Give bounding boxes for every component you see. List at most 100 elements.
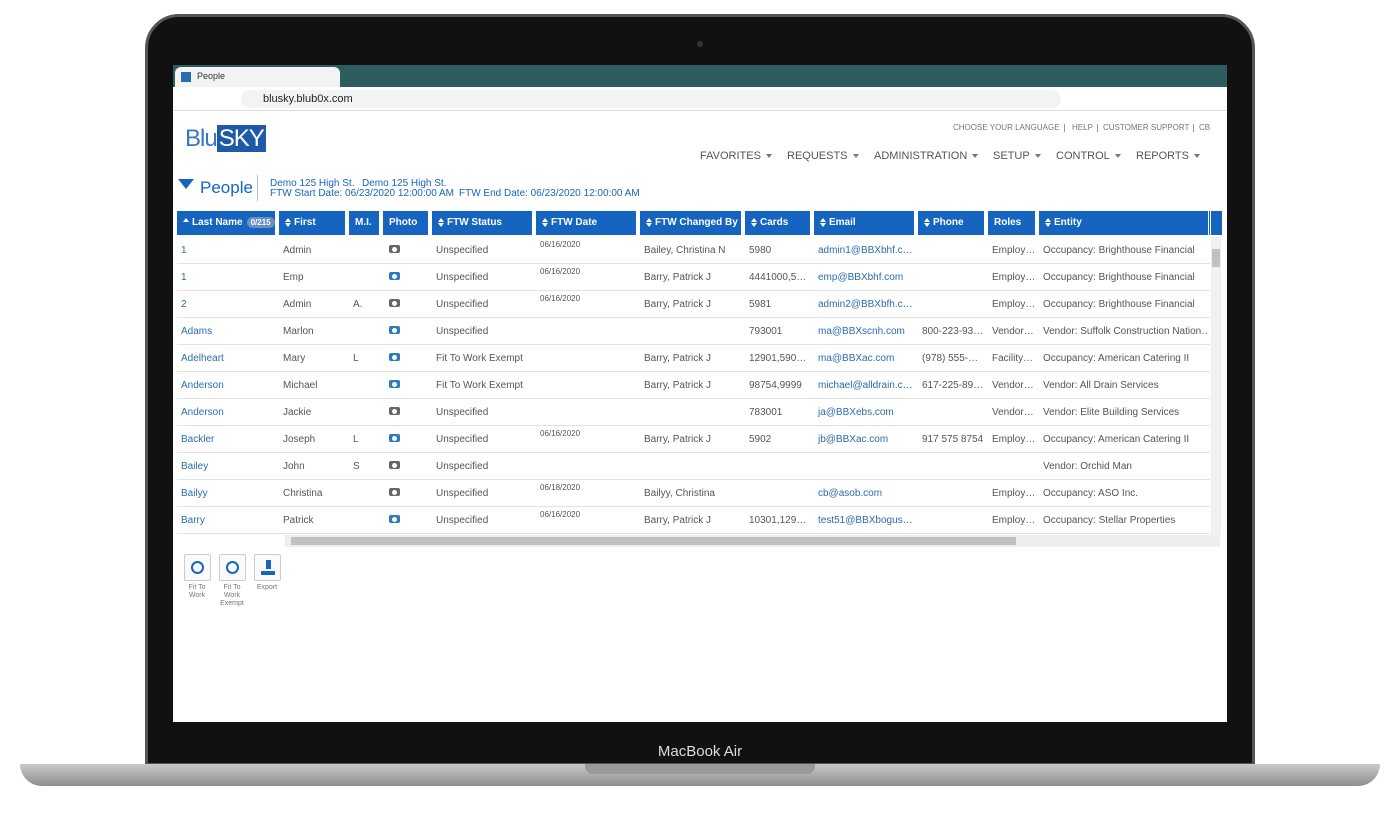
table-cell[interactable]: 2 [181, 299, 187, 310]
photo-icon[interactable] [389, 515, 400, 523]
table-cell: Occupancy: Brighthouse Financial [1043, 299, 1195, 310]
action-button[interactable] [184, 554, 211, 581]
column-header[interactable]: Phone [918, 211, 986, 235]
table-cell[interactable]: Barry [181, 515, 205, 526]
column-header[interactable]: FTW Status [432, 211, 534, 235]
table-cell[interactable]: Adelheart [181, 353, 224, 364]
column-header[interactable]: Roles [988, 211, 1037, 235]
photo-icon[interactable] [389, 326, 400, 334]
logo-sky: SKY [216, 125, 266, 152]
table-cell[interactable]: admin1@BBXbhf.c… [818, 245, 913, 256]
table-cell[interactable]: 1 [181, 272, 187, 283]
table-cell: 06/16/2020 [540, 294, 581, 303]
top-link[interactable]: CHOOSE YOUR LANGUAGE [953, 123, 1060, 132]
table-cell: Facility… [992, 353, 1034, 364]
table-cell[interactable]: jb@BBXac.com [818, 434, 889, 445]
tab[interactable]: People [175, 67, 340, 87]
column-title: Cards [760, 217, 789, 228]
photo-icon[interactable] [389, 272, 400, 280]
table-cell[interactable]: Anderson [181, 380, 224, 391]
column-title: First Name [285, 217, 316, 252]
row-divider [177, 263, 1210, 264]
table-cell[interactable]: Bailey [181, 461, 209, 472]
table-cell: Admin [283, 299, 312, 310]
table-cell: A. [353, 299, 363, 310]
nav-item[interactable]: FAVORITES [700, 150, 772, 162]
table-cell[interactable]: emp@BBXbhf.com [818, 272, 904, 283]
column-header[interactable]: Photo [383, 211, 430, 235]
table-cell: Vendor… [992, 407, 1034, 418]
nav-item[interactable]: CONTROL [1056, 150, 1121, 162]
table-cell: Unspecified [436, 326, 489, 337]
table-cell: Occupancy: American Catering II [1043, 353, 1190, 364]
table-cell[interactable]: michael@alldrain.c… [818, 380, 913, 391]
nav-item[interactable]: REQUESTS [787, 150, 859, 162]
table-cell[interactable]: 1 [181, 245, 187, 256]
table-cell[interactable]: Adams [181, 326, 213, 337]
nav-item[interactable]: SETUP [993, 150, 1041, 162]
photo-icon[interactable] [389, 434, 400, 442]
table-cell[interactable]: admin2@BBXbfh.c… [818, 299, 913, 310]
table-cell: Patrick [283, 515, 314, 526]
table-cell: Fit To Work Exempt [436, 353, 523, 364]
table-cell: 06/18/2020 [540, 483, 581, 492]
table-cell: 783001 [749, 407, 783, 418]
photo-icon[interactable] [389, 245, 400, 253]
top-link[interactable]: HELP [1072, 123, 1093, 132]
url-box[interactable] [241, 90, 1061, 108]
column-header[interactable]: FTW Date [536, 211, 638, 235]
column-header[interactable]: FTW Changed By [640, 211, 743, 235]
photo-icon[interactable] [389, 299, 400, 307]
table-cell: 06/16/2020 [540, 429, 581, 438]
table-cell: Employ… [992, 272, 1035, 283]
photo-icon[interactable] [389, 380, 400, 388]
column-header[interactable]: Cards [745, 211, 812, 235]
caret [972, 154, 979, 161]
photo-icon[interactable] [389, 353, 400, 361]
table-cell[interactable]: cb@asob.com [818, 488, 883, 499]
top-link[interactable]: CB [1199, 123, 1211, 132]
column-header[interactable]: Last Name 0/215 [177, 211, 277, 235]
table-cell: 12901,590… [749, 353, 807, 364]
nav-item[interactable]: REPORTS [1136, 150, 1200, 162]
table-cell[interactable]: ma@BBXac.com [818, 353, 895, 364]
table-cell: Vendor: Orchid Man [1043, 461, 1132, 472]
table-cell: 06/16/2020 [540, 510, 581, 519]
photo-icon[interactable] [389, 461, 400, 469]
sort-icon [542, 217, 548, 227]
photo-icon[interactable] [389, 407, 400, 415]
caret [852, 154, 859, 161]
action-button[interactable] [219, 554, 246, 581]
table-cell: Employ… [992, 245, 1035, 256]
logo[interactable]: BluSKY [185, 125, 266, 153]
table-cell: 5981 [749, 299, 772, 310]
action-button[interactable] [254, 554, 281, 581]
column-title: FTW Date [551, 217, 598, 228]
table-cell[interactable]: ja@BBXebs.com [818, 407, 894, 418]
url[interactable]: blusky.blub0x.com [263, 93, 353, 105]
table-cell: Employ… [992, 299, 1035, 310]
table-cell: Emp [283, 272, 304, 283]
page-title: People [200, 178, 253, 197]
v-scrollbar [1211, 237, 1221, 535]
column-title: Email [829, 217, 856, 228]
column-header[interactable]: Entity [1039, 211, 1211, 235]
nav-item[interactable]: ADMINISTRATION [874, 150, 979, 162]
row-divider [177, 344, 1210, 345]
column-header[interactable]: M.I. [349, 211, 381, 235]
top-link[interactable]: CUSTOMER SUPPORT [1103, 123, 1190, 132]
table-cell: Unspecified [436, 272, 489, 283]
table-cell: Employ… [992, 434, 1035, 445]
photo-icon[interactable] [389, 488, 400, 496]
table-cell[interactable]: test51@BBXbogus… [818, 515, 913, 526]
action-icon [191, 561, 204, 574]
table-cell: Employ… [992, 488, 1035, 499]
table-cell[interactable]: Bailyy [181, 488, 208, 499]
table-cell[interactable]: Anderson [181, 407, 224, 418]
table-cell[interactable]: ma@BBXscnh.com [818, 326, 905, 337]
column-header[interactable]: Email [814, 211, 916, 235]
column-header[interactable]: First Name [279, 211, 347, 252]
scroll-thumb[interactable] [291, 537, 1016, 545]
table-cell[interactable]: Backler [181, 434, 215, 445]
